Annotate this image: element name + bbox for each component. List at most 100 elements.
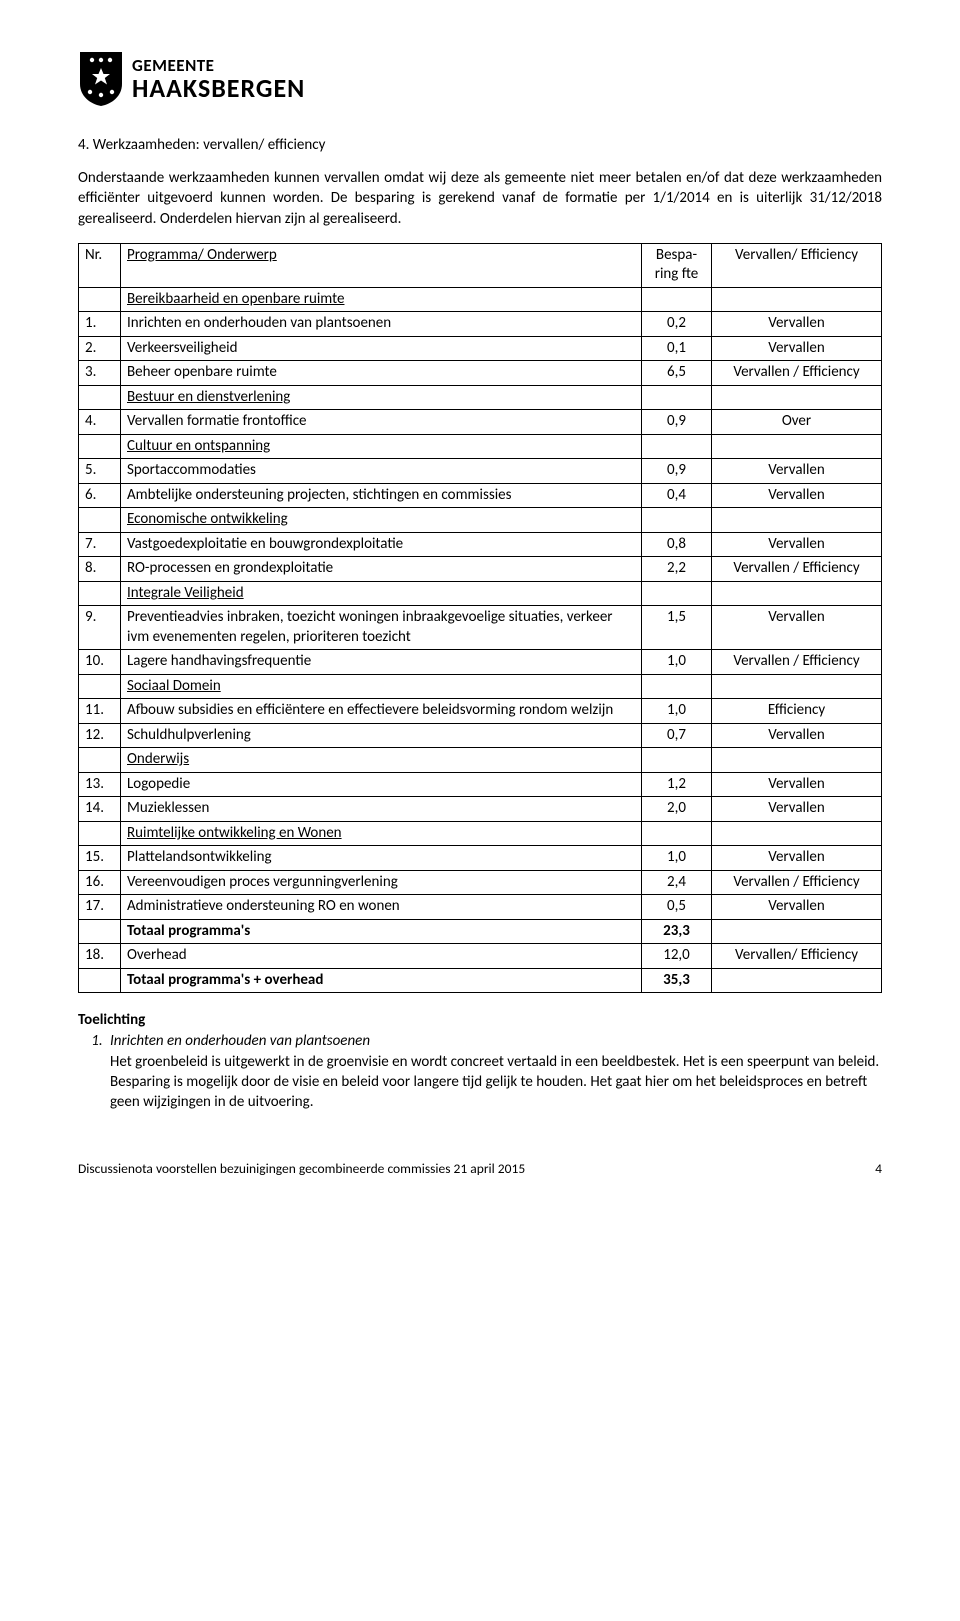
cell-nr: 9. [79,606,121,650]
cell-nr: 15. [79,846,121,871]
cell-label: Schuldhulpverlening [121,723,642,748]
cell-fte: 0,5 [642,895,712,920]
table-row: Totaal programma's23,3 [79,919,882,944]
table-row: 14.Muzieklessen2,0Vervallen [79,797,882,822]
cell-fte: 12,0 [642,944,712,969]
cell-nr: 6. [79,483,121,508]
cell-label: Plattelandsontwikkeling [121,846,642,871]
cell-status: Vervallen [712,723,882,748]
toelichting-list: Inrichten en onderhouden van plantsoenen… [78,1031,882,1112]
cell-fte: 0,2 [642,312,712,337]
cell-status [712,385,882,410]
table-row: 10.Lagere handhavingsfrequentie1,0Verval… [79,650,882,675]
table-row: Ruimtelijke ontwikkeling en Wonen [79,821,882,846]
cell-fte: 0,1 [642,336,712,361]
cell-label: Logopedie [121,772,642,797]
savings-table: Nr. Programma/ Onderwerp Bespa-ring fte … [78,243,882,994]
cell-nr: 3. [79,361,121,386]
cell-label: Sportaccommodaties [121,459,642,484]
cell-label: Muzieklessen [121,797,642,822]
table-row: 6.Ambtelijke ondersteuning projecten, st… [79,483,882,508]
cell-status [712,748,882,773]
cell-status [712,821,882,846]
cell-fte [642,385,712,410]
cell-nr: 4. [79,410,121,435]
table-row: 7.Vastgoedexploitatie en bouwgrondexploi… [79,532,882,557]
cell-label: Verkeersveiligheid [121,336,642,361]
cell-label: Afbouw subsidies en efficiëntere en effe… [121,699,642,724]
table-row: Onderwijs [79,748,882,773]
cell-label: Vervallen formatie frontoffice [121,410,642,435]
table-row: 1.Inrichten en onderhouden van plantsoen… [79,312,882,337]
table-row: Bereikbaarheid en openbare ruimte [79,287,882,312]
cell-label: Lagere handhavingsfrequentie [121,650,642,675]
cell-status: Vervallen/ Efficiency [712,944,882,969]
cell-fte: 2,4 [642,870,712,895]
cell-section-label: Sociaal Domein [121,674,642,699]
cell-fte: 1,2 [642,772,712,797]
table-row: Economische ontwikkeling [79,508,882,533]
cell-fte: 0,8 [642,532,712,557]
cell-nr: 17. [79,895,121,920]
cell-section-label: Economische ontwikkeling [121,508,642,533]
cell-nr: 18. [79,944,121,969]
table-row: Sociaal Domein [79,674,882,699]
cell-label: Preventieadvies inbraken, toezicht wonin… [121,606,642,650]
table-row: 16.Vereenvoudigen proces vergunningverle… [79,870,882,895]
table-row: 12.Schuldhulpverlening0,7Vervallen [79,723,882,748]
header-programma: Programma/ Onderwerp [121,243,642,287]
cell-fte: 1,0 [642,699,712,724]
cell-label: Ambtelijke ondersteuning projecten, stic… [121,483,642,508]
cell-nr: 7. [79,532,121,557]
logo: GEMEENTE HAAKSBERGEN [78,50,882,108]
cell-status: Vervallen [712,846,882,871]
page-footer: Discussienota voorstellen bezuinigingen … [78,1160,882,1177]
cell-status: Vervallen [712,895,882,920]
cell-section-label: Bestuur en dienstverlening [121,385,642,410]
table-row: Integrale Veiligheid [79,581,882,606]
table-row: 9.Preventieadvies inbraken, toezicht won… [79,606,882,650]
cell-fte: 1,0 [642,846,712,871]
table-row: 2.Verkeersveiligheid0,1Vervallen [79,336,882,361]
cell-status: Vervallen [712,459,882,484]
cell-nr: 10. [79,650,121,675]
table-row: Bestuur en dienstverlening [79,385,882,410]
table-row: 15.Plattelandsontwikkeling1,0Vervallen [79,846,882,871]
cell-status: Vervallen / Efficiency [712,650,882,675]
cell-section-label: Integrale Veiligheid [121,581,642,606]
cell-nr: 14. [79,797,121,822]
cell-fte: 0,9 [642,410,712,435]
cell-label: Overhead [121,944,642,969]
document-page: GEMEENTE HAAKSBERGEN 4. Werkzaamheden: v… [0,0,960,1217]
cell-nr [79,919,121,944]
table-row: 18.Overhead12,0Vervallen/ Efficiency [79,944,882,969]
cell-nr: 8. [79,557,121,582]
cell-fte [642,674,712,699]
cell-section-label: Bereikbaarheid en openbare ruimte [121,287,642,312]
cell-status: Vervallen [712,772,882,797]
cell-label: RO-processen en grondexploitatie [121,557,642,582]
cell-fte [642,434,712,459]
cell-fte [642,821,712,846]
cell-status: Vervallen [712,532,882,557]
section-heading: 4. Werkzaamheden: vervallen/ efficiency [78,136,882,154]
cell-status: Vervallen [712,483,882,508]
cell-nr: 1. [79,312,121,337]
cell-status [712,919,882,944]
logo-line2: HAAKSBERGEN [132,75,305,101]
toelichting-item: Inrichten en onderhouden van plantsoenen… [106,1031,882,1112]
cell-label: Beheer openbare ruimte [121,361,642,386]
table-row: 3.Beheer openbare ruimte6,5Vervallen / E… [79,361,882,386]
cell-status [712,508,882,533]
cell-status: Vervallen [712,312,882,337]
cell-fte [642,287,712,312]
shield-icon [78,50,124,108]
cell-status: Vervallen [712,797,882,822]
cell-status: Over [712,410,882,435]
table-row: 4.Vervallen formatie frontoffice0,9Over [79,410,882,435]
cell-status [712,287,882,312]
cell-nr: 12. [79,723,121,748]
cell-nr [79,287,121,312]
cell-fte: 1,0 [642,650,712,675]
cell-status: Vervallen / Efficiency [712,557,882,582]
